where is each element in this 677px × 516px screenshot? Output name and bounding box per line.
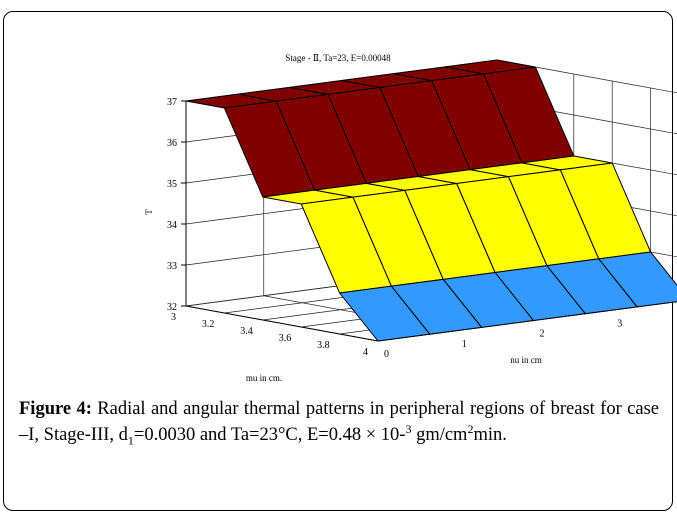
- caption-sup-1: 3: [405, 421, 412, 436]
- z-tick-label: 36: [167, 138, 177, 149]
- x-tick-label: 3: [171, 312, 176, 323]
- z-tick-label: 33: [167, 261, 177, 272]
- surface-patch: [597, 251, 677, 308]
- z-axis-label: T: [144, 209, 154, 215]
- y-axis-label: nu in cm: [510, 355, 542, 365]
- caption-sup-2: 2: [467, 421, 474, 436]
- y-tick-label: 3: [617, 318, 622, 329]
- z-tick-label: 37: [167, 97, 177, 108]
- figure-caption: Figure 4: Radial and angular thermal pat…: [19, 396, 659, 448]
- chart-title: Stage - Ⅱ, Ta=23, E=0.00048: [285, 53, 391, 63]
- y-tick-label: 2: [540, 329, 545, 340]
- x-tick-label: 3.2: [202, 319, 215, 330]
- z-tick-label: 32: [167, 302, 177, 313]
- caption-text-3: gm/cm: [411, 425, 468, 445]
- caption-text-2: =0.0030 and Ta=23°C, E=0.48 × 10-: [133, 425, 406, 445]
- y-tick-label: 1: [462, 339, 467, 350]
- caption-text-1: Radial and angular thermal patterns in p…: [19, 399, 659, 445]
- x-axis-line: [185, 305, 379, 342]
- x-tick-label: 3.6: [279, 333, 292, 344]
- caption-sub-1: 1: [127, 433, 134, 448]
- x-axis-label: mu in cm.: [246, 373, 282, 383]
- y-tick-label: 0: [384, 349, 389, 360]
- z-tick-label: 34: [167, 220, 177, 231]
- caption-label: Figure 4:: [19, 399, 92, 419]
- caption-text-4: min.: [473, 425, 507, 445]
- x-tick-label: 3.4: [240, 326, 253, 337]
- x-tick-label: 3.8: [317, 340, 330, 351]
- x-tick-label: 4: [363, 347, 368, 358]
- figure-frame: [3, 11, 673, 511]
- z-tick-label: 35: [167, 179, 177, 190]
